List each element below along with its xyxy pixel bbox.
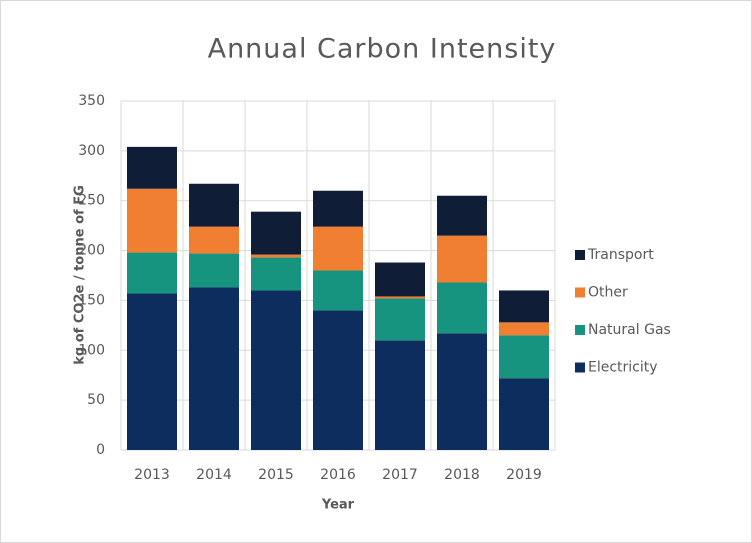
bar-segment <box>251 257 301 291</box>
y-tick-label: 0 <box>96 442 105 458</box>
bar-segment <box>375 262 425 297</box>
bar-segment <box>499 335 549 379</box>
bar-segment <box>251 211 301 255</box>
y-tick-label: 350 <box>78 93 105 109</box>
bar-segment <box>251 254 301 258</box>
legend-swatch <box>575 250 585 260</box>
bar-segment <box>375 296 425 299</box>
bar-segment <box>127 188 177 253</box>
bar-segment <box>189 287 239 450</box>
legend-label: Transport <box>587 247 654 263</box>
bar-segment <box>437 282 487 334</box>
y-tick-label: 50 <box>87 392 105 408</box>
y-tick-label: 300 <box>78 143 105 159</box>
bar-segment <box>251 290 301 450</box>
legend-label: Natural Gas <box>588 322 671 338</box>
bar-segment <box>313 310 363 450</box>
y-axis-label: kg of CO2e / tonne of FG <box>73 185 88 365</box>
bar-segment <box>313 226 363 271</box>
x-tick-label: 2014 <box>196 467 232 483</box>
bar-segment <box>437 235 487 283</box>
y-tick-label: 100 <box>78 342 105 358</box>
bar-segment <box>375 298 425 341</box>
y-tick-label: 200 <box>78 243 105 259</box>
chart-title: Annual Carbon Intensity <box>208 34 557 65</box>
bar-segment <box>189 226 239 254</box>
x-tick-label: 2015 <box>258 467 294 483</box>
legend-label: Other <box>588 285 628 301</box>
bar-segment <box>437 195 487 236</box>
x-tick-label: 2016 <box>320 467 356 483</box>
bar-segment <box>189 253 239 288</box>
bar-segment <box>499 290 549 323</box>
legend-label: Electricity <box>588 360 658 376</box>
bar-segment <box>437 333 487 450</box>
bar-segment <box>127 146 177 189</box>
bar-segment <box>189 183 239 227</box>
x-tick-label: 2018 <box>444 467 480 483</box>
y-tick-label: 250 <box>78 193 105 209</box>
bar-segment <box>375 340 425 450</box>
bar-segment <box>499 322 549 336</box>
x-axis-label: Year <box>321 498 355 513</box>
bar-segment <box>313 270 363 311</box>
bar-segment <box>313 190 363 227</box>
legend-swatch <box>575 362 585 373</box>
legend-swatch <box>575 287 585 298</box>
x-tick-label: 2013 <box>134 467 170 483</box>
bar-segment <box>127 293 177 450</box>
y-tick-label: 150 <box>78 292 105 308</box>
bar-segment <box>499 378 549 450</box>
x-tick-label: 2017 <box>382 467 418 483</box>
legend-swatch <box>575 325 585 335</box>
bar-segment <box>127 252 177 294</box>
x-tick-label: 2019 <box>506 467 542 483</box>
